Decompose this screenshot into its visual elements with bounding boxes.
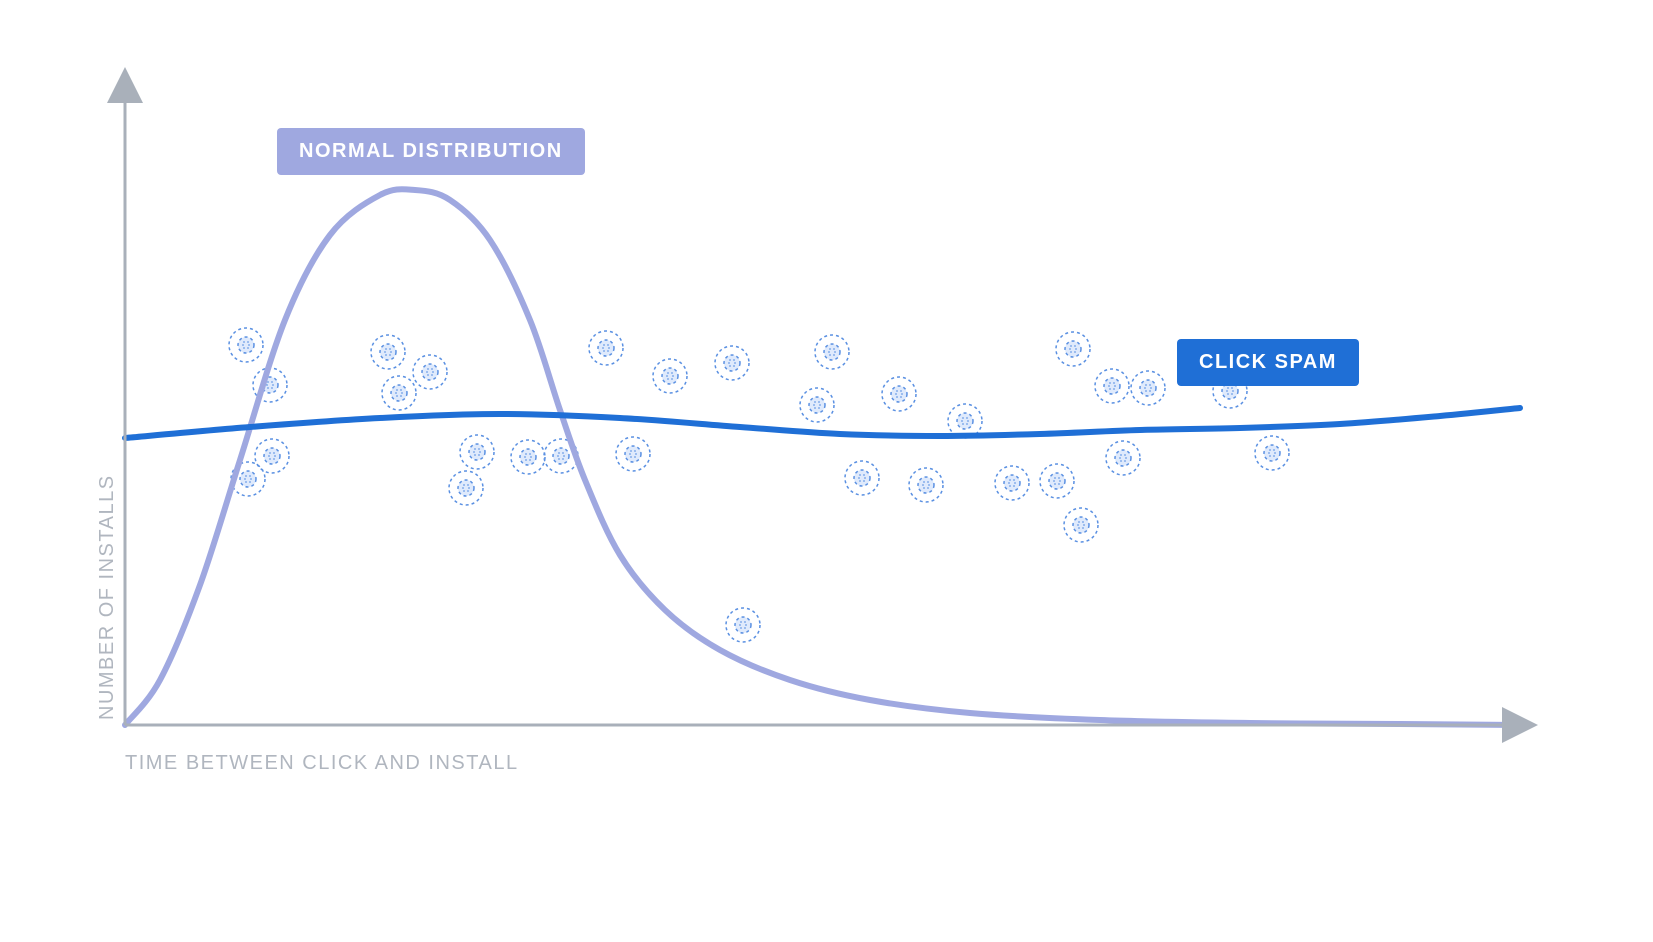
scatter-point [653, 359, 687, 393]
scatter-point [845, 461, 879, 495]
scatter-point [1255, 436, 1289, 470]
click-spam-badge: CLICK SPAM [1177, 339, 1359, 386]
y-axis-label: NUMBER OF INSTALLS [96, 474, 119, 720]
scatter-point [511, 440, 545, 474]
scatter-point [815, 335, 849, 369]
scatter-point [882, 377, 916, 411]
scatter-point [1095, 369, 1129, 403]
scatter-points [229, 328, 1289, 642]
scatter-point [1106, 441, 1140, 475]
x-axis-label: TIME BETWEEN CLICK AND INSTALL [125, 752, 519, 775]
scatter-point [800, 388, 834, 422]
scatter-point [616, 437, 650, 471]
scatter-point [589, 331, 623, 365]
scatter-point [449, 471, 483, 505]
click-spam-curve [125, 408, 1520, 438]
scatter-point [909, 468, 943, 502]
normal-distribution-curve [125, 189, 1520, 725]
scatter-point [1056, 332, 1090, 366]
normal-distribution-badge: NORMAL DISTRIBUTION [277, 128, 585, 175]
scatter-point [255, 439, 289, 473]
scatter-point [1064, 508, 1098, 542]
scatter-point [715, 346, 749, 380]
scatter-point [229, 328, 263, 362]
scatter-point [1131, 371, 1165, 405]
scatter-point [726, 608, 760, 642]
scatter-point [413, 355, 447, 389]
scatter-point [995, 466, 1029, 500]
chart-container: NUMBER OF INSTALLS TIME BETWEEN CLICK AN… [0, 0, 1653, 942]
chart-svg [0, 0, 1653, 942]
scatter-point [382, 376, 416, 410]
scatter-point [1040, 464, 1074, 498]
scatter-point [371, 335, 405, 369]
scatter-point [460, 435, 494, 469]
